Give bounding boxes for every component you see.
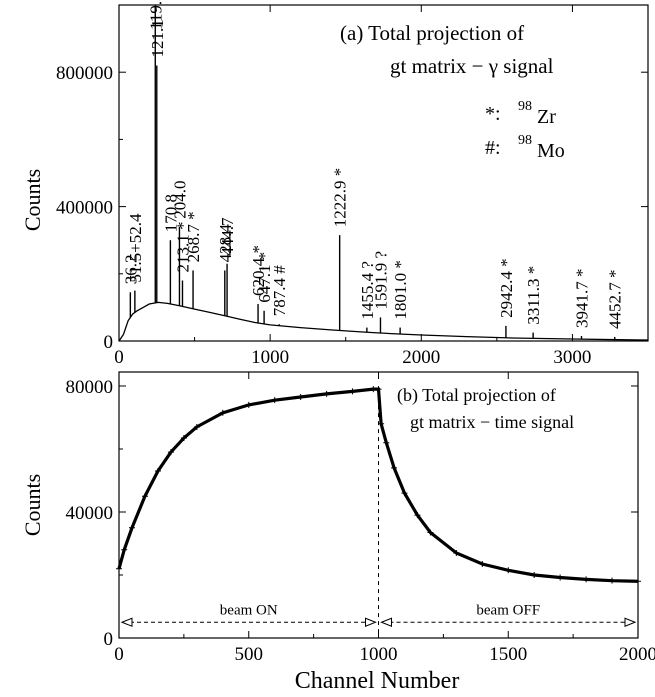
a-peak-label: 4452.7 * [606, 270, 625, 330]
legend-mo-element: Mo [537, 140, 565, 162]
a-peak-label: 170.8 [161, 194, 180, 232]
a-peak-label: 787.4 # [270, 265, 289, 317]
a-peak-label: 51.5+52.4 [126, 213, 145, 283]
b-data-point [245, 401, 252, 408]
b-data-point [128, 524, 135, 531]
b-data-point [349, 388, 356, 395]
a-peak-label: 620.4 * [249, 245, 268, 296]
b-y-tick-label: 40000 [66, 503, 114, 524]
b-data-point [141, 493, 148, 500]
legend: *: 98 Zr #: 98 Mo [485, 99, 565, 162]
b-data-point [479, 560, 486, 567]
b-data-point [297, 394, 304, 401]
b-x-tick-label: 2000 [619, 644, 655, 665]
legend-mo-symbol: #: [485, 137, 501, 159]
b-data-point [427, 529, 434, 536]
b-x-tick-label: 1000 [360, 644, 398, 665]
b-data-point [193, 423, 200, 430]
b-data-point [609, 577, 616, 584]
b-data-point [401, 490, 408, 497]
b-data-point [121, 546, 128, 553]
b-data-point [271, 397, 278, 404]
b-data-point [323, 390, 330, 397]
a-peak-label: 1591.9 ? [372, 251, 391, 310]
beam-arrow-head-right [365, 617, 377, 627]
beam-annotation-label: beam OFF [476, 602, 540, 618]
panel-a-frame [118, 4, 649, 342]
x-axis-label: Channel Number [295, 668, 460, 694]
b-x-tick-label: 0 [114, 644, 124, 665]
panel-a-ylabel: Counts [20, 169, 45, 231]
a-peak-label: 3311.3 * [524, 266, 543, 325]
a-y-tick-label: 800000 [56, 63, 113, 84]
a-peak-label: 119.3 [146, 0, 165, 30]
beam-arrow-head-left [380, 617, 392, 627]
beam-annotation-label: beam ON [220, 602, 278, 618]
legend-zr-element: Zr [537, 106, 556, 128]
b-y-tick-label: 80000 [66, 377, 114, 398]
panel-a-gamma-projection: 0 1000 2000 3000 0 400000 800000 36.251.5+52.4… [20, 0, 649, 368]
panel-b-title-line1: (b) Total projection of [397, 385, 556, 406]
b-data-point [531, 572, 538, 578]
panel-a-title-line1: (a) Total projection of [340, 21, 524, 45]
b-data-point [378, 420, 385, 427]
panel-a-ticks: 0 1000 2000 3000 0 400000 800000 [56, 5, 648, 368]
a-peak-label: 1801.0 * [391, 260, 410, 320]
a-x-tick-label: 2000 [402, 347, 440, 368]
b-data-point [635, 578, 641, 585]
b-data-point [154, 468, 161, 475]
b-x-tick-label: 500 [235, 644, 264, 665]
b-x-tick-label: 1500 [489, 644, 527, 665]
b-data-point [219, 409, 226, 416]
a-peak-label: 3941.7 * [573, 269, 592, 329]
b-y-tick-label: 0 [104, 629, 114, 650]
beam-arrow-head-left [120, 617, 133, 627]
a-peak-label: 444.7 [218, 217, 237, 256]
a-x-tick-label: 3000 [553, 347, 591, 368]
legend-mo-mass: 98 [518, 133, 532, 148]
b-data-point [116, 565, 122, 572]
b-data-point [505, 567, 512, 574]
a-peak-label: 204.0 [171, 181, 190, 219]
panel-b-title-line2: gt matrix − time signal [410, 412, 574, 432]
a-peak-label: 2942.4 * [497, 258, 516, 318]
a-peak-label: 268.7 * [184, 211, 203, 262]
b-data-point [453, 549, 460, 556]
a-peak-label: 1455.4 ? [358, 261, 377, 320]
a-y-tick-label: 400000 [56, 198, 113, 219]
a-x-tick-label: 0 [114, 347, 124, 368]
b-data-point [383, 439, 390, 446]
a-peak-label: 428.4 [216, 224, 235, 263]
a-peak-label: 121.1 [148, 19, 167, 57]
b-data-point [167, 449, 174, 456]
a-peak-label: 213.1 * [174, 222, 193, 273]
a-x-tick-label: 1000 [251, 347, 289, 368]
beam-arrow-head-right [624, 617, 637, 627]
a-y-tick-label: 0 [104, 332, 114, 353]
panel-a-spectrum [118, 5, 649, 342]
panel-a-title-line2: gt matrix − γ signal [390, 54, 554, 78]
b-data-point [180, 434, 187, 441]
panel-b-ticks: 0 500 1000 1500 2000 0 40000 80000 [66, 372, 655, 665]
a-spectrum-baseline [118, 301, 649, 342]
b-data-point [557, 574, 564, 581]
a-peak-label: 647.1 * [255, 252, 274, 303]
b-data-point [391, 464, 398, 471]
a-peak-label: 1222.9 * [331, 168, 350, 228]
panel-b-beam-annotations: beam ON beam OFF [120, 602, 637, 627]
legend-zr-symbol: *: [485, 103, 501, 125]
b-data-point [583, 576, 590, 583]
panel-b-curve [116, 386, 641, 585]
b-data-point [414, 512, 421, 519]
b-data-point [370, 386, 377, 393]
legend-zr-mass: 98 [518, 99, 532, 114]
panel-b-ylabel: Counts [20, 474, 45, 536]
a-peak-label: 36.2 [121, 255, 140, 285]
